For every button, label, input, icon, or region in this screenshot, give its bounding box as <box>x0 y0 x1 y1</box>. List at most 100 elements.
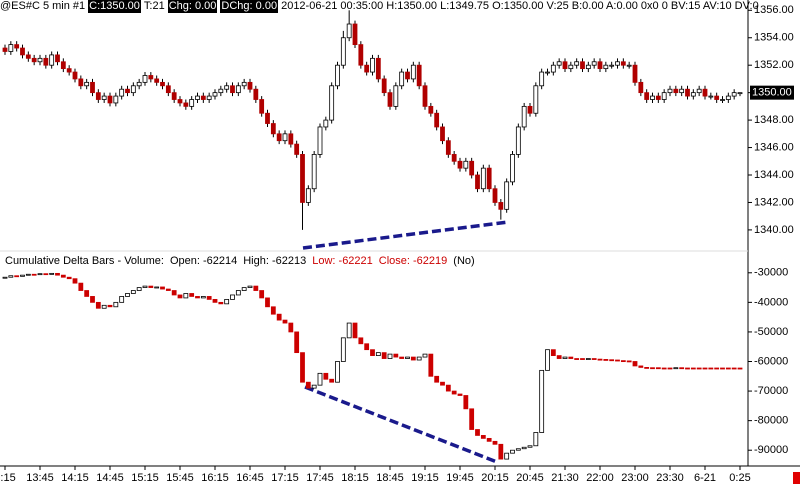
delta-bar <box>346 322 352 339</box>
delta-bar <box>515 448 521 451</box>
candle-body <box>527 105 533 114</box>
delta-bar <box>486 437 492 442</box>
delta-bar <box>305 381 311 389</box>
delta-bar <box>504 452 510 460</box>
candle-body <box>574 61 580 66</box>
delta-bar <box>154 286 160 289</box>
candle-body <box>200 95 206 100</box>
delta-divergence-line <box>304 385 498 464</box>
x-tick-label: 22:00 <box>586 472 614 484</box>
x-tick-label: 17:45 <box>306 472 334 484</box>
ticks: T:21 <box>143 0 165 12</box>
x-tick-label: 14:45 <box>96 472 124 484</box>
candle-body <box>533 85 539 114</box>
candle-body <box>78 78 84 87</box>
delta-bar <box>545 349 550 371</box>
candle-body <box>177 99 183 104</box>
delta-bar <box>335 361 340 383</box>
symbol: @ES#C 5 min #1 <box>0 0 86 12</box>
delta-bar <box>399 356 405 359</box>
x-tick-label: 18:15 <box>341 472 369 484</box>
delta-bar <box>294 331 300 354</box>
candle-body <box>60 61 66 70</box>
y-tick-label: 1342.00 <box>754 196 794 208</box>
candle-body <box>475 174 480 190</box>
delta-bar <box>685 367 690 370</box>
x-tick-label: 13:45 <box>26 472 54 484</box>
delta-bar <box>690 367 696 370</box>
delta-bar <box>60 274 66 278</box>
delta-bar <box>95 301 101 309</box>
candle-body <box>405 71 410 80</box>
delta-bar <box>731 367 737 370</box>
delta-bar <box>142 285 148 288</box>
delta-bar <box>375 352 381 356</box>
candle-body <box>247 81 253 90</box>
delta-bar <box>673 367 679 370</box>
candle-body <box>14 44 20 49</box>
candle-body <box>451 154 457 162</box>
candle-body <box>8 44 14 52</box>
candle-body <box>597 61 603 70</box>
candle-body <box>498 202 504 210</box>
candle-body <box>445 140 451 155</box>
delta-bar <box>148 285 154 288</box>
delta-bar <box>521 446 527 450</box>
delta-bar <box>405 356 410 359</box>
candle-body <box>708 95 714 98</box>
candle-body <box>183 102 189 107</box>
delta-bar <box>661 367 667 370</box>
candle-body <box>370 57 375 73</box>
candle-body <box>585 64 591 70</box>
candle-body <box>486 167 492 190</box>
candle-body <box>189 99 195 107</box>
candle-body <box>49 54 55 66</box>
y-tick-label: 1346.00 <box>754 141 794 153</box>
y-tick-label: -30000 <box>754 267 788 279</box>
candle-body <box>410 64 416 80</box>
delta-bar <box>416 356 422 361</box>
delta-bar <box>714 367 720 370</box>
y-tick-label: -40000 <box>754 296 788 308</box>
candle-body <box>171 92 177 100</box>
delta-bar <box>160 286 165 290</box>
delta-bar <box>183 293 189 299</box>
candle-body <box>399 71 405 87</box>
y-tick-label: 1340.00 <box>754 224 794 236</box>
delta-bar <box>235 290 241 296</box>
delta-high: High: -62213 <box>243 255 307 267</box>
delta-bar <box>25 273 31 276</box>
candle-body <box>626 64 632 67</box>
delta-bar <box>632 361 638 367</box>
x-tick-label: 21:30 <box>551 472 579 484</box>
candle-body <box>416 64 422 87</box>
corner-marker <box>793 472 800 484</box>
delta-bar <box>556 355 562 359</box>
delta-bar <box>37 273 43 276</box>
candle-body <box>632 64 638 83</box>
candle-body <box>440 126 445 142</box>
candle-body <box>329 85 335 121</box>
candle-body <box>696 88 702 94</box>
delta-bar <box>84 290 90 297</box>
candle-body <box>702 88 708 97</box>
candle-body <box>119 88 125 97</box>
delta-bar <box>492 440 498 445</box>
y-tick-label: 1348.00 <box>754 114 794 126</box>
delta-bar <box>498 443 504 460</box>
candle-body <box>603 64 609 70</box>
delta-bar <box>370 349 375 356</box>
candle-body <box>690 92 696 97</box>
candle-body <box>539 71 545 87</box>
candle-body <box>265 112 270 124</box>
delta-bar <box>200 296 206 299</box>
candle-body <box>253 88 259 100</box>
delta-bar <box>381 352 387 359</box>
candle-body <box>160 81 165 87</box>
candle-body <box>72 71 78 80</box>
candle-body <box>725 95 731 100</box>
candle-body <box>276 133 282 142</box>
delta-bar <box>218 301 224 305</box>
